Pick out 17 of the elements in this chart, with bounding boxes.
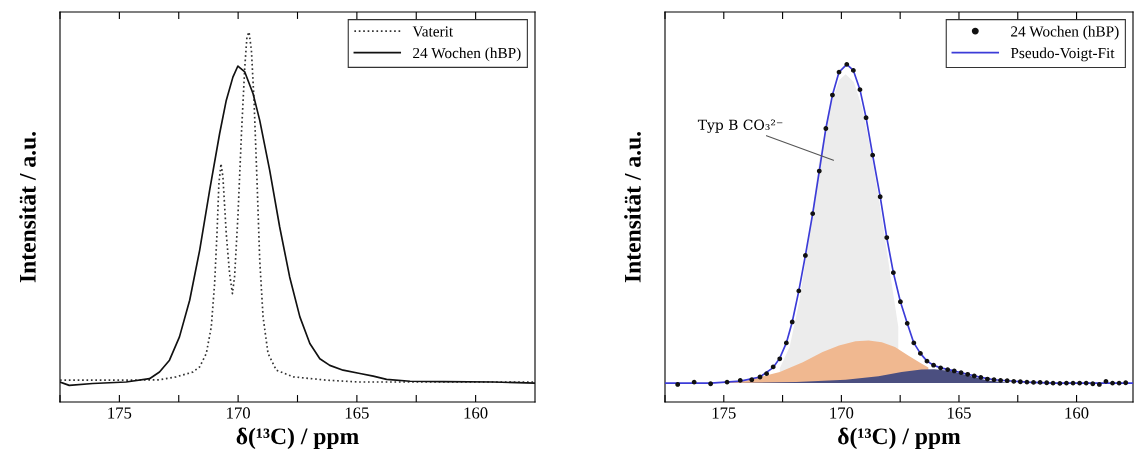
y-axis-title: Intensität / a.u. (624, 131, 641, 283)
x-tick-label: 160 (464, 407, 488, 419)
x-tick-label: 160 (1065, 407, 1089, 419)
annotation: Typ B CO₃²⁻ (697, 119, 783, 133)
x-tick-label: 170 (227, 407, 250, 419)
x-tick-label: 175 (712, 407, 736, 419)
x-tick-label: 165 (345, 407, 369, 419)
x-axis-title: δ(¹³C) / ppm (236, 427, 359, 450)
x-tick-label: 165 (947, 407, 971, 419)
x-tick-label: 170 (830, 407, 854, 419)
legend-label: Vaterit (412, 26, 454, 37)
x-tick-label: 175 (108, 407, 132, 419)
legend-label: 24 Wochen (hBP) (413, 47, 521, 62)
y-axis-title: Intensität / a.u. (19, 131, 36, 283)
legend-label: Pseudo-Voigt-Fit (1010, 47, 1115, 62)
legend-label: 24 Wochen (hBP) (1011, 25, 1119, 40)
x-axis-title: δ(¹³C) / ppm (838, 427, 961, 450)
